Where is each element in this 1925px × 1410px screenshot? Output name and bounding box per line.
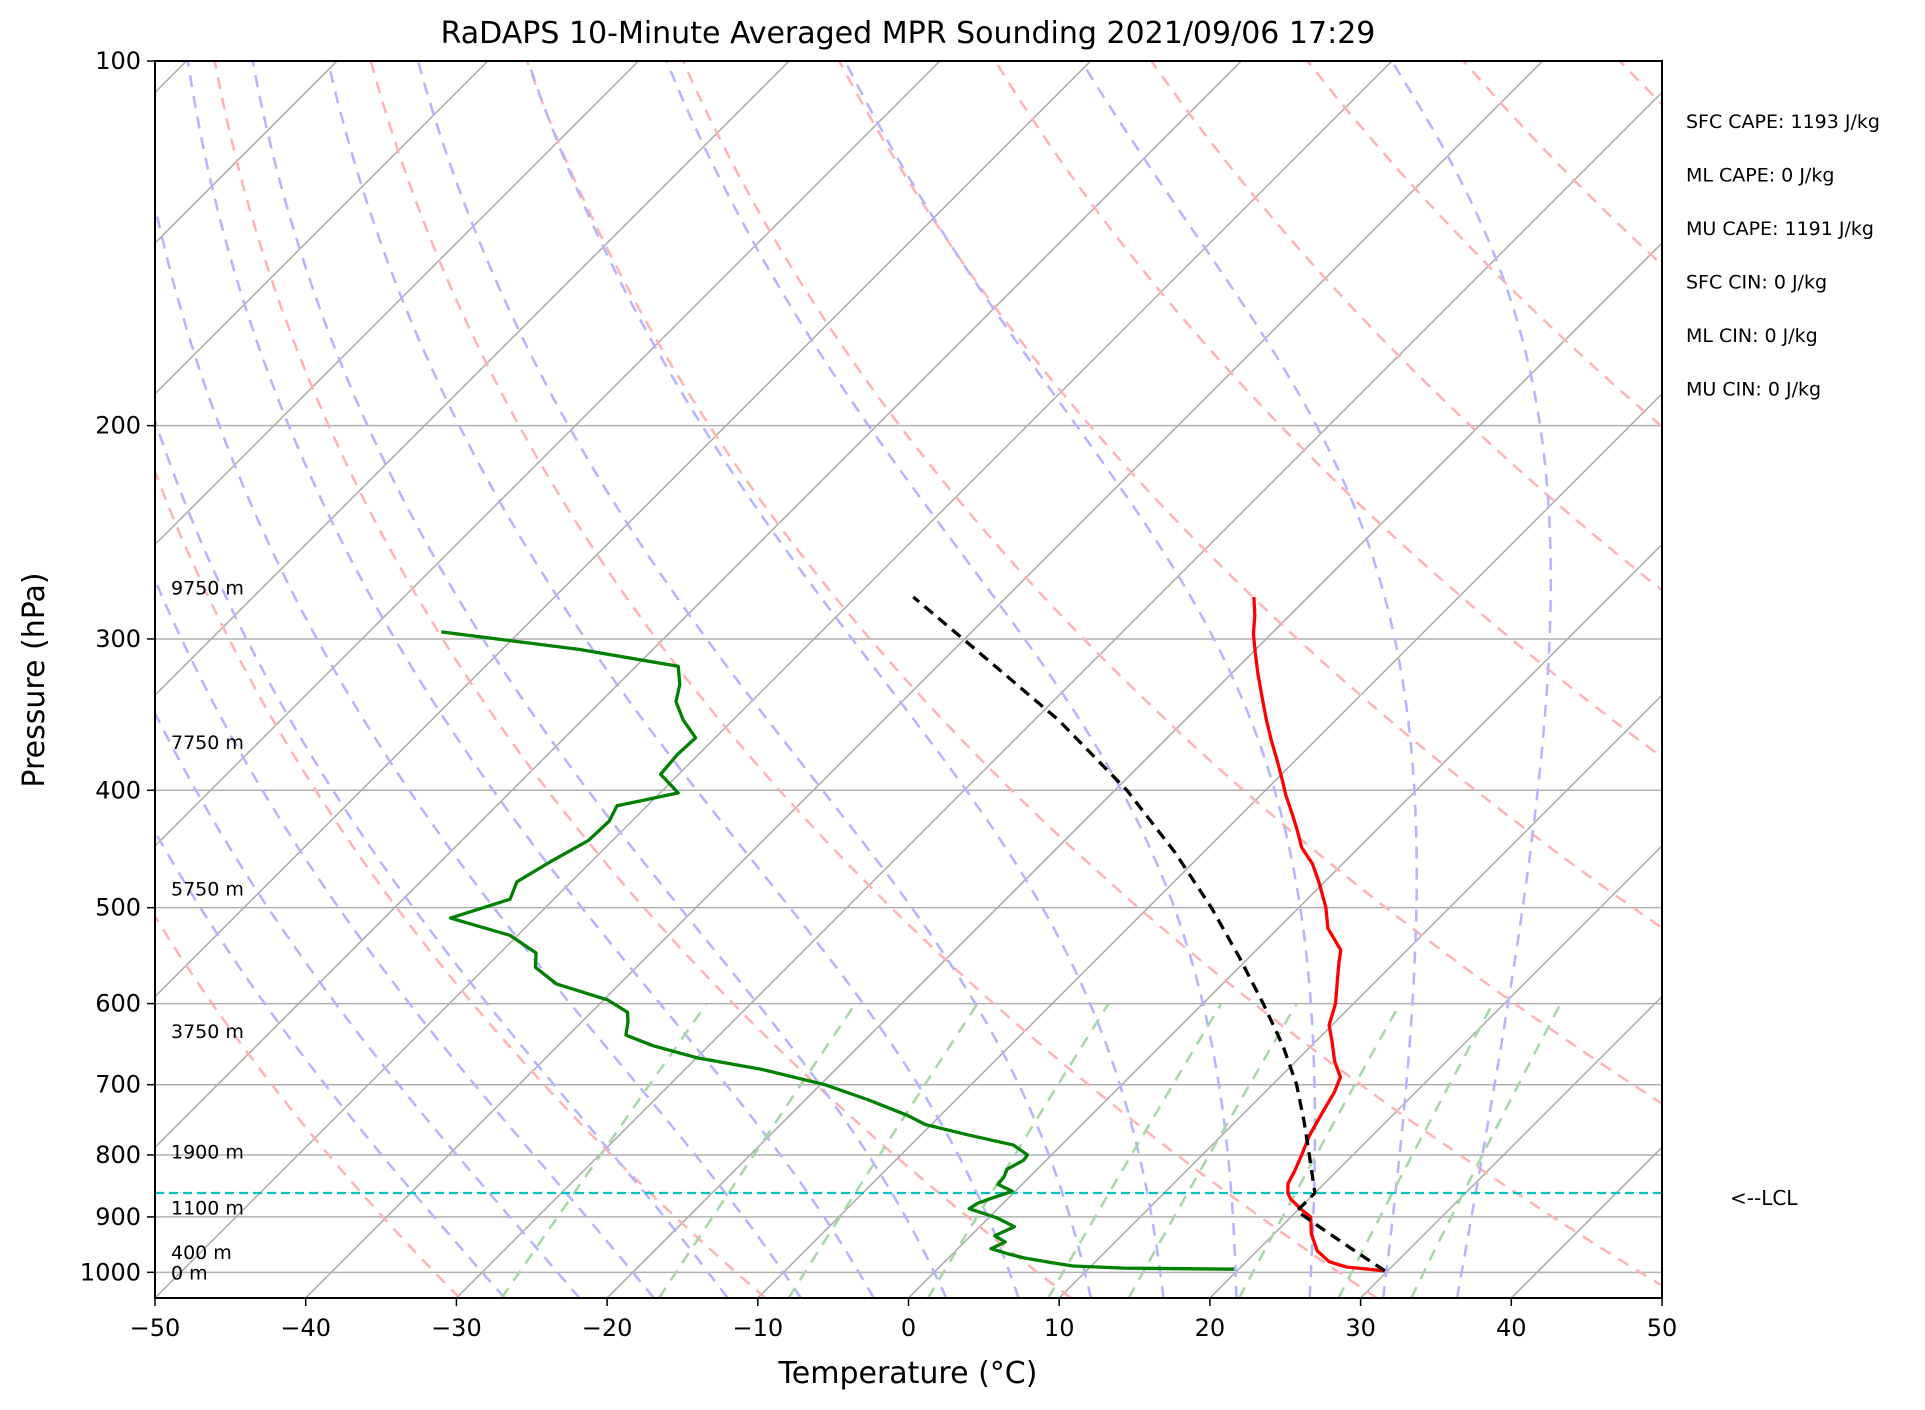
annotation-list: SFC CAPE: 1193 J/kg ML CAPE: 0 J/kg MU CAP… xyxy=(1686,111,1880,401)
moist-adiabat-line xyxy=(253,61,947,1298)
dry-adiabat-line xyxy=(839,61,1925,1298)
y-tick-label: 100 xyxy=(95,47,141,75)
y-tick-label: 700 xyxy=(95,1071,141,1099)
isotherm-line xyxy=(1361,61,1925,1298)
isotherm-line xyxy=(155,61,1392,1298)
mixing-ratio-line xyxy=(1129,1004,1297,1298)
x-tick-label: −10 xyxy=(732,1314,783,1342)
height-label: 1900 m xyxy=(171,1142,244,1164)
isotherm-line xyxy=(0,61,488,1298)
annotation-text: MU CAPE: 1191 J/kg xyxy=(1686,218,1874,240)
moist-adiabat-line xyxy=(0,61,505,1298)
y-tick-label: 1000 xyxy=(80,1258,141,1286)
moist-adiabat-line xyxy=(31,61,654,1298)
x-tick-label: 10 xyxy=(1044,1314,1075,1342)
mixing-ratio-line xyxy=(1048,1004,1221,1298)
annotation-text: ML CIN: 0 J/kg xyxy=(1686,325,1818,347)
isotherm-line xyxy=(0,61,789,1298)
isotherm-line xyxy=(1210,61,1925,1298)
dry-adiabat-line xyxy=(1620,61,1925,1298)
isotherm-line xyxy=(0,61,639,1298)
x-tick-label: 0 xyxy=(901,1314,916,1342)
height-label: 5750 m xyxy=(171,878,244,900)
dry-adiabat-line xyxy=(995,61,1925,1298)
annotation-text: MU CIN: 0 J/kg xyxy=(1686,379,1821,401)
x-tick-label: 50 xyxy=(1647,1314,1678,1342)
axis-ticks: −50 −40 −30 −20 −10 0 10 20 30 40 50 100 200 300 400 50… xyxy=(80,47,1677,1342)
moist-adiabat-line xyxy=(79,61,728,1298)
background-lines xyxy=(0,61,1925,1298)
mixing-ratio-line xyxy=(789,1004,978,1298)
moist-adiabat-line xyxy=(0,61,579,1298)
mixing-ratio-line xyxy=(1411,1004,1560,1298)
x-tick-label: 30 xyxy=(1345,1314,1376,1342)
moist-adiabat-line xyxy=(131,61,801,1298)
y-axis-label: Pressure (hPa) xyxy=(17,572,52,787)
y-tick-label: 200 xyxy=(95,412,141,440)
dry-adiabat-line xyxy=(0,61,460,1298)
moist-adiabat-line xyxy=(188,61,874,1298)
isotherm-line xyxy=(1662,61,1925,1298)
x-tick-label: −30 xyxy=(431,1314,482,1342)
height-label: 7750 m xyxy=(171,732,244,754)
annotation-text: SFC CAPE: 1193 J/kg xyxy=(1686,111,1880,133)
dry-adiabat-line xyxy=(1151,61,1925,1298)
x-tick-label: 40 xyxy=(1496,1314,1527,1342)
plot-frame xyxy=(155,61,1662,1298)
isotherm-line xyxy=(4,61,1241,1298)
y-tick-label: 500 xyxy=(95,894,141,922)
height-labels: 9750 m 7750 m 5750 m 3750 m 1900 m 1100 m 400 … xyxy=(171,577,244,1284)
y-tick-label: 400 xyxy=(95,776,141,804)
isotherm-line xyxy=(607,61,1844,1298)
dry-adiabat-line xyxy=(527,61,1682,1298)
annotation-text: SFC CIN: 0 J/kg xyxy=(1686,272,1827,294)
y-tick-label: 300 xyxy=(95,625,141,653)
isotherm-line xyxy=(1059,61,1925,1298)
x-tick-label: −50 xyxy=(130,1314,181,1342)
isotherm-line xyxy=(306,61,1543,1298)
sounding-series xyxy=(441,597,1385,1271)
isotherm-line xyxy=(456,61,1693,1298)
x-axis-label: Temperature (°C) xyxy=(778,1356,1038,1391)
y-tick-label: 600 xyxy=(95,990,141,1018)
dry-adiabat-line xyxy=(1464,61,1925,1298)
height-label: 9750 m xyxy=(171,577,244,599)
moist-adiabat-line xyxy=(328,61,1019,1298)
dry-adiabat-line xyxy=(683,61,1925,1298)
y-tick-label: 900 xyxy=(95,1203,141,1231)
x-tick-label: −20 xyxy=(582,1314,633,1342)
height-label: 0 m xyxy=(171,1262,208,1284)
height-label: 1100 m xyxy=(171,1197,244,1219)
x-tick-label: −40 xyxy=(280,1314,331,1342)
chart-title: RaDAPS 10-Minute Averaged MPR Sounding 2… xyxy=(441,16,1376,51)
annotation-text: ML CAPE: 0 J/kg xyxy=(1686,165,1834,187)
height-label: 3750 m xyxy=(171,1021,244,1043)
mixing-ratio-line xyxy=(659,1004,855,1298)
dry-adiabat-line xyxy=(1776,61,1925,1298)
dewpoint-line xyxy=(441,632,1234,1269)
moist-adiabat-line xyxy=(1081,61,1416,1298)
mixing-ratio-line xyxy=(502,1004,707,1298)
x-tick-label: 20 xyxy=(1195,1314,1226,1342)
height-label: 400 m xyxy=(171,1242,232,1264)
lcl-label: <--LCL xyxy=(1730,1186,1798,1210)
isotherm-line xyxy=(1511,61,1925,1298)
y-tick-label: 800 xyxy=(95,1141,141,1169)
isotherm-line xyxy=(909,61,1925,1298)
